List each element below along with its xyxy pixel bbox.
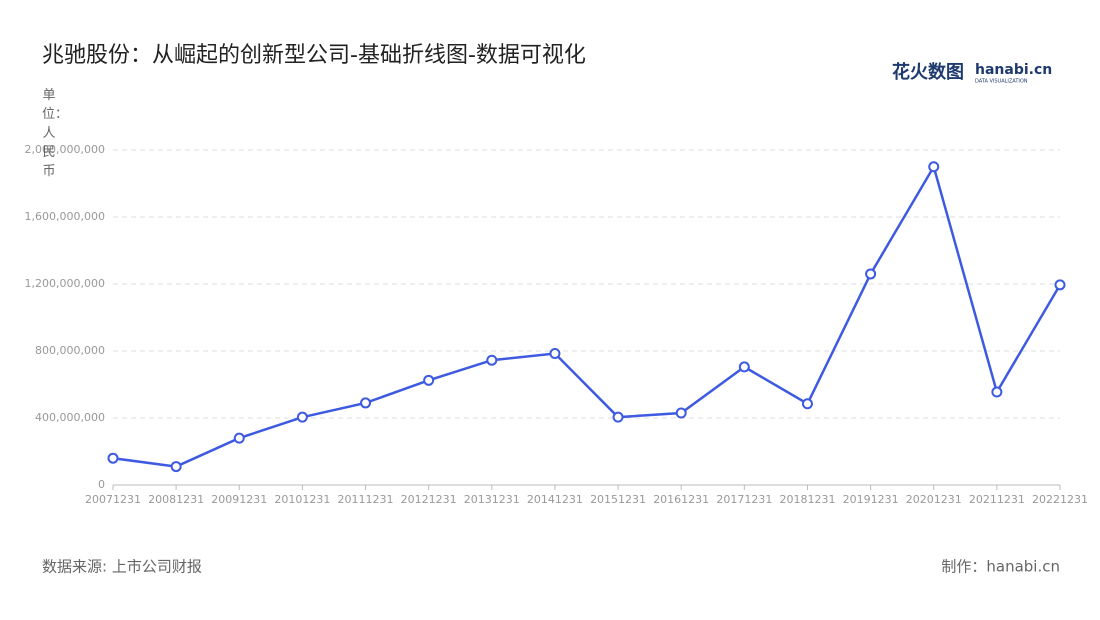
x-tick-label: 20081231 [148, 493, 204, 506]
source: 数据来源: 上市公司财报 [42, 558, 202, 576]
point [928, 161, 940, 173]
point [423, 374, 435, 386]
x-tick-label: 20201231 [906, 493, 962, 506]
x-tick-label: 20221231 [1032, 493, 1088, 506]
logo-en: hanabi.cn [975, 62, 1052, 78]
point [738, 361, 750, 373]
credit: 制作：hanabi.cn [941, 558, 1060, 576]
point [360, 397, 372, 409]
point [549, 348, 561, 360]
logo-sub: DATA VISUALIZATION [975, 79, 1028, 85]
y-axis-label: 单位：人民币 [42, 88, 69, 179]
x-tick-label: 20091231 [211, 493, 267, 506]
point [1054, 279, 1066, 291]
point [675, 407, 687, 419]
y-tick-label: 400,000,000 [35, 411, 105, 424]
x-tick-label: 20171231 [716, 493, 772, 506]
point [612, 411, 624, 423]
y-tick-label: 1,600,000,000 [25, 210, 105, 223]
x-tick-label: 20141231 [527, 493, 583, 506]
x-tick-label: 20131231 [464, 493, 520, 506]
point [233, 432, 245, 444]
x-tick-label: 20191231 [843, 493, 899, 506]
x-tick-label: 20161231 [653, 493, 709, 506]
line [112, 163, 1062, 468]
x-tick-label: 20211231 [969, 493, 1025, 506]
logo-cn: 花火数图 [892, 61, 964, 83]
point [107, 452, 119, 464]
x-tick-label: 20181231 [779, 493, 835, 506]
y-tick-label: 1,200,000,000 [25, 277, 105, 290]
x-tick-label: 20071231 [85, 493, 141, 506]
point [170, 461, 182, 473]
y-tick-label: 800,000,000 [35, 344, 105, 357]
point [865, 268, 877, 280]
chart-title: 兆驰股份：从崛起的创新型公司-基础折线图-数据可视化 [42, 43, 586, 68]
y-tick-label: 0 [98, 478, 105, 491]
point [296, 411, 308, 423]
x-tick-label: 20151231 [590, 493, 646, 506]
y-tick-label: 2,000,000,000 [25, 143, 105, 156]
point [801, 398, 813, 410]
x-tick-label: 20121231 [401, 493, 457, 506]
x-tick-label: 20101231 [274, 493, 330, 506]
point [991, 386, 1003, 398]
x-tick-label: 20111231 [338, 493, 394, 506]
point [486, 354, 498, 366]
